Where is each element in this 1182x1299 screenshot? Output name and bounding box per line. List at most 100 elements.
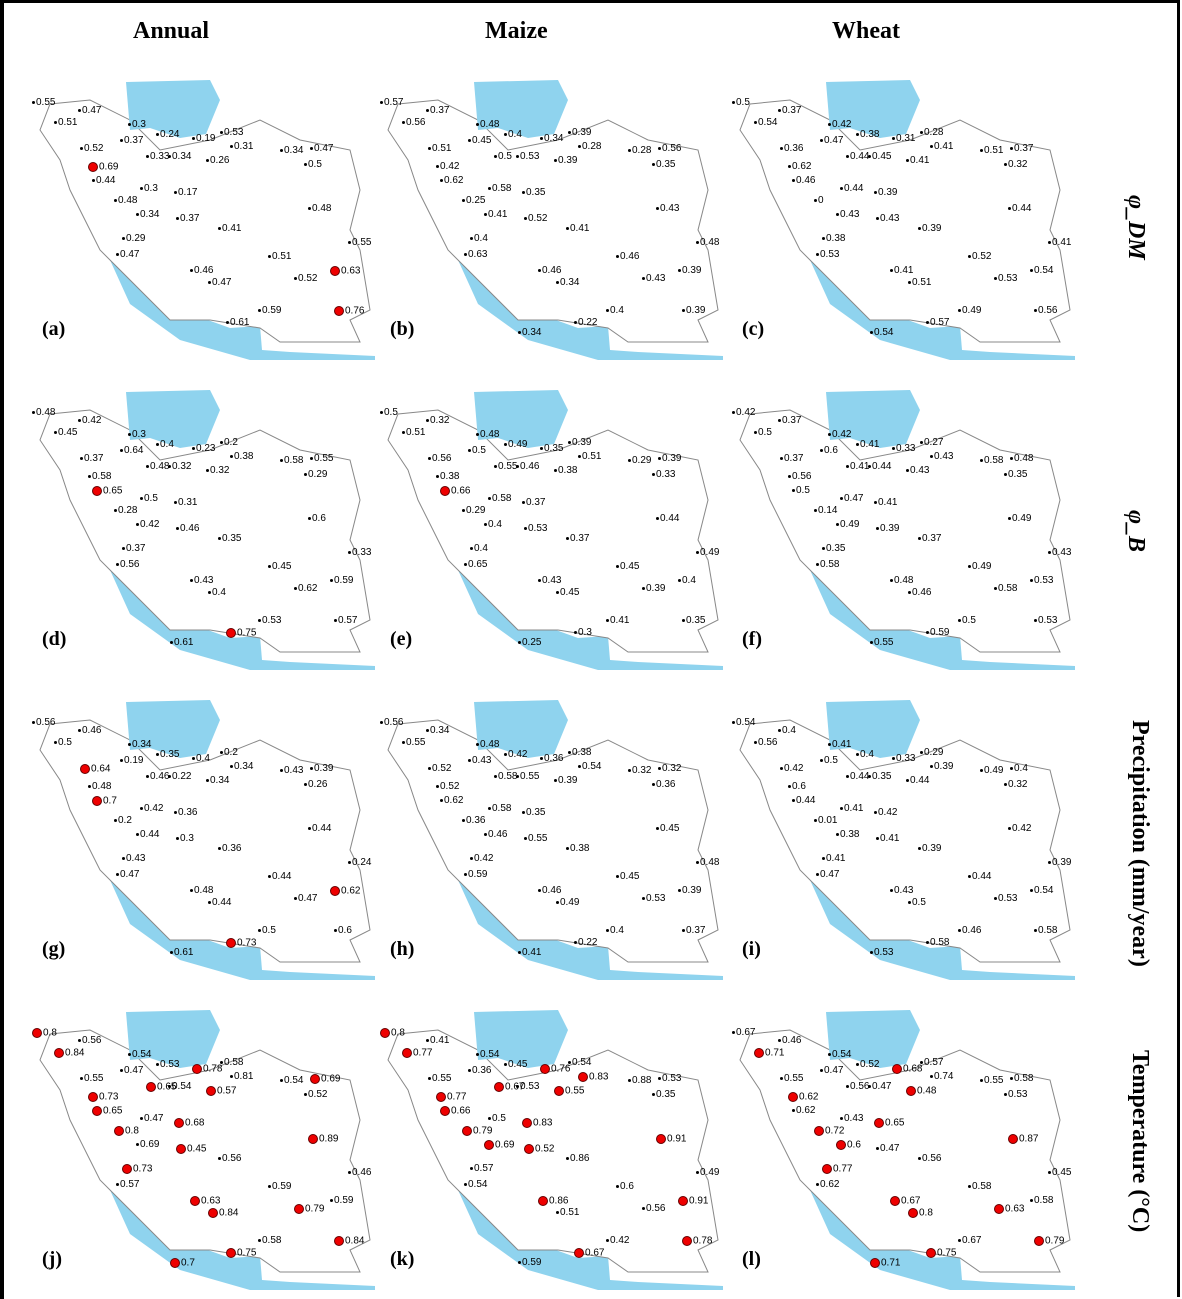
station-site: 0.57 <box>116 1180 139 1190</box>
station-site: 0.58 <box>488 804 511 814</box>
station-value: 0.37 <box>782 105 801 116</box>
station-site: 0 <box>814 196 824 206</box>
station-dot-icon <box>994 587 997 590</box>
station-value: 0.86 <box>570 1153 589 1164</box>
station-site: 0.39 <box>918 224 941 234</box>
map-panel-l: (l) 0.67 0.46 0.71 0.54 0.52 0.68 0.57 0.47 0.55 0… <box>730 1010 1090 1290</box>
panel-label: (d) <box>42 628 66 651</box>
station-site: 0.52 <box>428 764 451 774</box>
station-value: 0.55 <box>84 1073 103 1084</box>
station-site: 0.55 <box>494 462 517 472</box>
station-site: 0.67 <box>574 1248 604 1259</box>
station-dot-icon <box>870 951 873 954</box>
station-value: 0.91 <box>667 1134 686 1145</box>
station-value: 0.59 <box>522 1257 541 1268</box>
station-site: 0.37 <box>778 106 801 116</box>
station-value: 0.65 <box>468 559 487 570</box>
station-value: 0.76 <box>345 306 364 317</box>
station-dot-icon <box>1048 551 1051 554</box>
station-value: 0.2 <box>118 815 132 826</box>
station-site: 0.39 <box>678 886 701 896</box>
significant-marker-icon <box>176 1144 186 1154</box>
station-value: 0.54 <box>572 1057 591 1068</box>
station-site: 0.71 <box>870 1258 900 1269</box>
station-value: 0.34 <box>210 775 229 786</box>
station-dot-icon <box>428 457 431 460</box>
station-site: 0.41 <box>828 740 851 750</box>
station-site: 0.38 <box>436 472 459 482</box>
station-dot-icon <box>876 837 879 840</box>
station-value: 0.42 <box>474 853 493 864</box>
station-site: 0.46 <box>348 1168 371 1178</box>
station-site: 0.4 <box>208 588 226 598</box>
station-dot-icon <box>918 227 921 230</box>
station-dot-icon <box>870 641 873 644</box>
station-dot-icon <box>868 1085 871 1088</box>
station-site: 0.53 <box>156 1060 179 1070</box>
station-site: 0.38 <box>822 234 845 244</box>
station-value: 0.87 <box>1019 1134 1038 1145</box>
station-value: 0.42 <box>832 429 851 440</box>
station-site: 0.49 <box>836 520 859 530</box>
station-value: 0.53 <box>1034 575 1053 586</box>
station-site: 0.46 <box>908 588 931 598</box>
station-site: 0.44 <box>268 872 291 882</box>
station-value: 0.49 <box>560 897 579 908</box>
station-site: 0.86 <box>538 1196 568 1207</box>
station-site: 0.36 <box>780 144 803 154</box>
station-value: 0.45 <box>472 135 491 146</box>
station-value: 0.69 <box>495 1140 514 1151</box>
station-site: 0.44 <box>846 152 869 162</box>
station-value: 0.25 <box>522 637 541 648</box>
station-value: 0.79 <box>473 1126 492 1137</box>
station-value: 0.31 <box>178 497 197 508</box>
station-dot-icon <box>78 419 81 422</box>
station-site: 0.53 <box>1030 576 1053 586</box>
station-dot-icon <box>820 1069 823 1072</box>
station-dot-icon <box>170 641 173 644</box>
station-value: 0.36 <box>784 143 803 154</box>
station-value: 0.47 <box>820 869 839 880</box>
station-site: 0.46 <box>958 926 981 936</box>
station-site: 0.39 <box>554 776 577 786</box>
station-dot-icon <box>780 767 783 770</box>
station-value: 0.73 <box>133 1164 152 1175</box>
station-site: 0.45 <box>504 1060 527 1070</box>
station-site: 0.42 <box>1008 824 1031 834</box>
station-value: 0.52 <box>972 251 991 262</box>
station-dot-icon <box>440 179 443 182</box>
station-site: 0.19 <box>192 134 215 144</box>
station-dot-icon <box>538 579 541 582</box>
station-dot-icon <box>488 807 491 810</box>
station-dot-icon <box>918 1157 921 1160</box>
station-dot-icon <box>840 187 843 190</box>
station-value: 0.51 <box>582 451 601 462</box>
station-dot-icon <box>468 449 471 452</box>
station-value: 0.45 <box>1052 1167 1071 1178</box>
station-site: 0.71 <box>754 1048 784 1059</box>
station-site: 0.58 <box>968 1182 991 1192</box>
station-value: 0.88 <box>632 1075 651 1086</box>
station-dot-icon <box>208 281 211 284</box>
station-value: 0.37 <box>180 213 199 224</box>
station-site: 0.56 <box>78 1036 101 1046</box>
station-value: 0.6 <box>824 445 838 456</box>
significant-marker-icon <box>32 1028 42 1038</box>
station-site: 0.58 <box>994 584 1017 594</box>
station-site: 0.56 <box>218 1154 241 1164</box>
station-value: 0.44 <box>272 871 291 882</box>
station-site: 0.63 <box>464 250 487 260</box>
station-value: 0.32 <box>172 461 191 472</box>
station-value: 0.89 <box>319 1134 338 1145</box>
station-value: 0.84 <box>345 1236 364 1247</box>
station-site: 0.39 <box>568 128 591 138</box>
station-dot-icon <box>208 901 211 904</box>
station-dot-icon <box>958 619 961 622</box>
station-site: 0.49 <box>1008 514 1031 524</box>
station-dot-icon <box>230 1075 233 1078</box>
station-dot-icon <box>682 309 685 312</box>
station-dot-icon <box>92 179 95 182</box>
station-value: 0.47 <box>844 493 863 504</box>
station-dot-icon <box>436 475 439 478</box>
station-dot-icon <box>554 469 557 472</box>
